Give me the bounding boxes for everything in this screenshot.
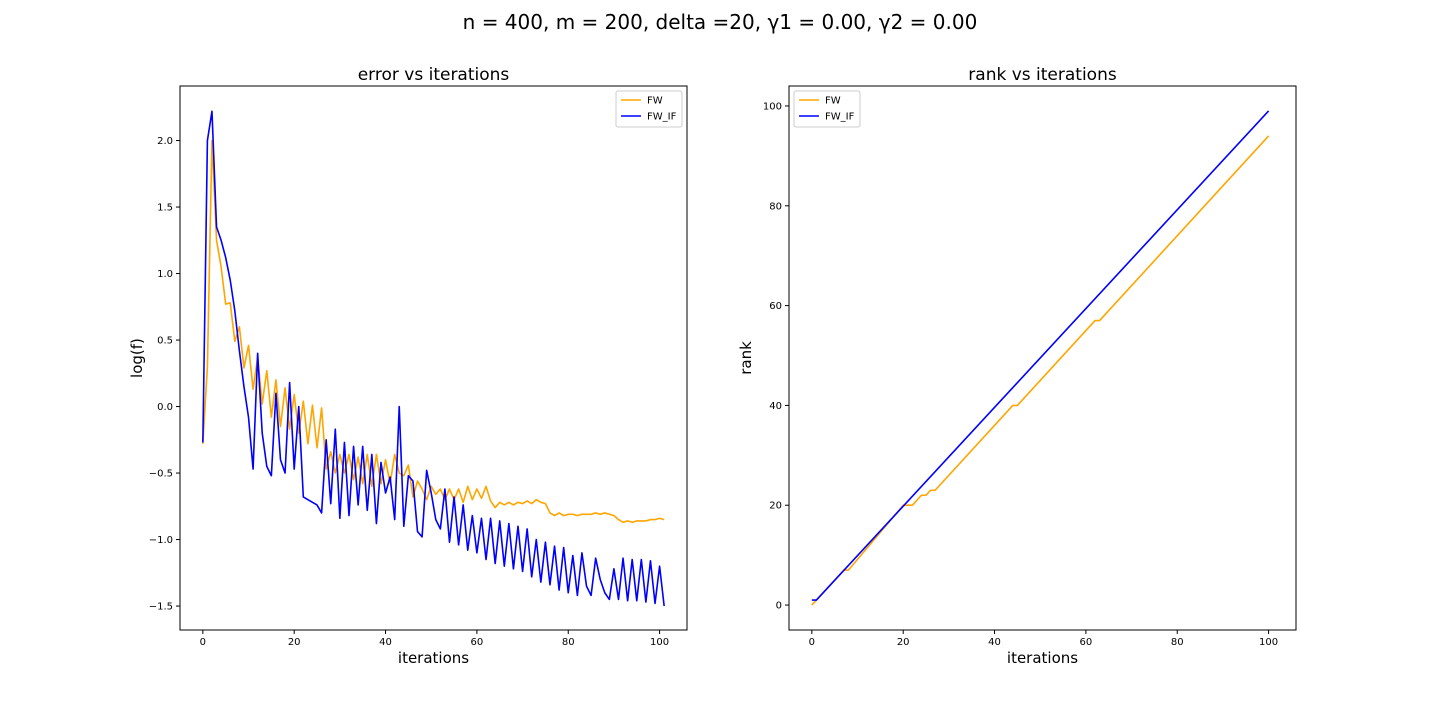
chart-0-legend: FW FW_IF — [615, 90, 683, 128]
chart-1-ytick-label: 60 — [769, 301, 782, 312]
chart-1-ytick-label: 80 — [769, 201, 782, 212]
chart-1-plot-frame — [788, 85, 1297, 631]
chart-0-xtick-label: 60 — [471, 637, 484, 648]
chart-0-legend-label: FW — [647, 96, 663, 107]
chart-0-ytick-label: −1.5 — [149, 602, 173, 613]
chart-1-ytick-label: 20 — [769, 501, 782, 512]
rank-vs-iterations-axes: 0 20 40 60 80 100 0 20 40 60 80 100 rank vs iteratio… — [737, 65, 1297, 667]
chart-0-xtick-label: 20 — [288, 637, 301, 648]
chart-1-xtick-label: 80 — [1171, 637, 1184, 648]
chart-1-legend-label: FW — [825, 96, 841, 107]
chart-0-series-line-FW — [202, 139, 665, 524]
chart-0-ytick-label: 0.0 — [157, 402, 173, 413]
chart-1-xtick-label: 0 — [809, 637, 815, 648]
chart-0-ytick-label: 2.0 — [157, 136, 173, 147]
chart-1-series-line-FW — [811, 135, 1270, 606]
chart-1-xtick-label: 100 — [1259, 637, 1278, 648]
chart-1-xtick-label: 60 — [1080, 637, 1093, 648]
chart-0-ytick-label: 1.5 — [157, 203, 173, 214]
chart-1-xtick-label: 40 — [988, 637, 1001, 648]
chart-0-xtick-label: 80 — [562, 637, 575, 648]
chart-1-ylabel: rank — [737, 341, 755, 375]
figure-suptitle: n = 400, m = 200, delta =20, γ1 = 0.00, … — [463, 10, 978, 34]
chart-0-xtick-label: 40 — [379, 637, 392, 648]
chart-0-ylabel: log(f) — [128, 338, 146, 378]
chart-1-series-line-FW_IF — [811, 110, 1270, 601]
chart-1-xlabel: iterations — [1007, 649, 1078, 667]
chart-1-ytick-label: 100 — [763, 101, 782, 112]
chart-0-series-line-FW_IF — [202, 110, 665, 607]
chart-1-title: rank vs iterations — [968, 65, 1117, 85]
chart-0-ytick-label: 0.5 — [157, 336, 173, 347]
chart-1-legend: FW FW_IF — [793, 90, 861, 128]
chart-1-xtick-label: 20 — [897, 637, 910, 648]
chart-0-ytick-label: −1.0 — [149, 535, 173, 546]
chart-1-ytick-label: 0 — [776, 601, 782, 612]
error-vs-iterations-axes: 0 20 40 60 80 100 −1.5 −1.0 −0.5 0.0 0.5 1.0 1.5 2.0 e… — [128, 65, 688, 667]
chart-0-ytick-label: −0.5 — [149, 469, 173, 480]
chart-1-ytick-label: 40 — [769, 401, 782, 412]
chart-0-plot-frame — [179, 85, 688, 631]
chart-0-xtick-label: 0 — [200, 637, 206, 648]
chart-0-title: error vs iterations — [358, 65, 510, 85]
chart-0-legend-label: FW_IF — [647, 112, 677, 123]
chart-1-legend-label: FW_IF — [825, 112, 855, 123]
chart-0-xlabel: iterations — [398, 649, 469, 667]
chart-0-xtick-label: 100 — [650, 637, 669, 648]
chart-0-ytick-label: 1.0 — [157, 269, 173, 280]
